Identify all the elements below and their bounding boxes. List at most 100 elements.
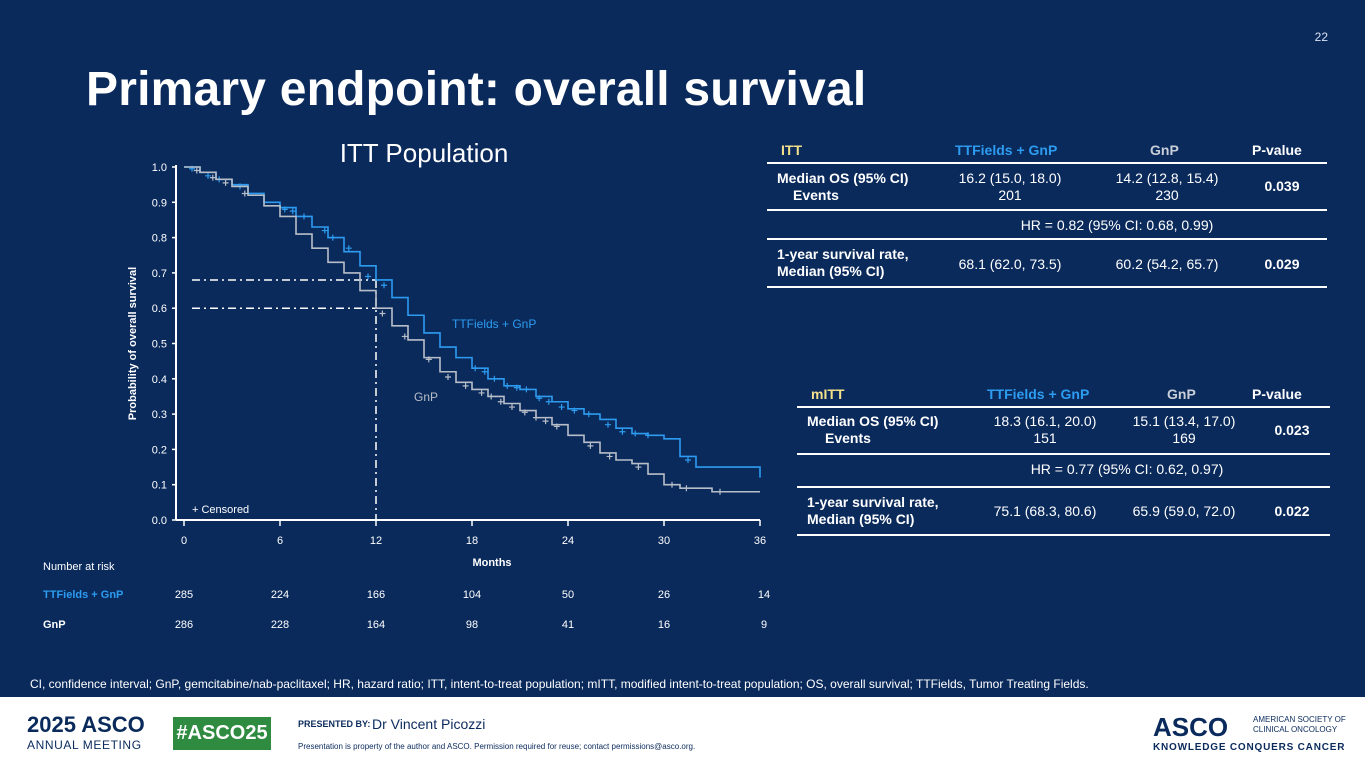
censor-mark bbox=[619, 428, 626, 435]
itt-header-ttf: TTFields + GnP bbox=[955, 142, 1058, 158]
slide-title: Primary endpoint: overall survival bbox=[86, 63, 867, 116]
mitt-median-gnp: 15.1 (13.4, 17.0) 169 bbox=[1119, 413, 1249, 447]
number-at-risk-value: 41 bbox=[562, 619, 574, 631]
mitt-table: mITT TTFields + GnP GnP P-value Median O… bbox=[797, 384, 1330, 539]
mitt-median-label-1: Median OS (95% CI) bbox=[807, 413, 939, 429]
series-label-gnp: GnP bbox=[414, 390, 438, 404]
x-tick-label: 18 bbox=[466, 535, 478, 547]
mitt-median-gnp-value: 15.1 (13.4, 17.0) bbox=[1132, 413, 1236, 429]
censor-mark bbox=[533, 414, 539, 421]
itt-median-ttf: 16.2 (15.0, 18.0) 201 bbox=[945, 170, 1075, 204]
km-curve-gnp bbox=[184, 166, 760, 493]
disclaimer: Presentation is property of the author a… bbox=[298, 742, 696, 751]
censor-mark bbox=[301, 213, 307, 220]
censor-mark bbox=[513, 384, 520, 391]
censor-mark bbox=[536, 395, 543, 402]
itt-hr: HR = 0.82 (95% CI: 0.68, 0.99) bbox=[1020, 217, 1214, 233]
itt-p-median: 0.039 bbox=[1264, 178, 1300, 194]
km-chart: ITT Population 0.0 0.1 0.2 0.3 0.4 0.5 0.6 0.7 0.… bbox=[43, 138, 770, 631]
censor-mark bbox=[462, 382, 469, 389]
hashtag-badge: #ASCO25 bbox=[173, 717, 271, 750]
y-tick-label: 0.6 bbox=[152, 303, 167, 315]
censor-mark bbox=[281, 206, 288, 213]
censor-mark bbox=[205, 172, 211, 179]
asco-meeting-logo: 2025 ASCO ANNUAL MEETING bbox=[27, 712, 145, 752]
censor-mark bbox=[222, 179, 229, 186]
x-tick-label: 36 bbox=[754, 535, 766, 547]
mitt-median-label: Median OS (95% CI) Events bbox=[807, 413, 938, 447]
censor-mark bbox=[365, 273, 371, 280]
itt-surv-label: 1-year survival rate, Median (95% CI) bbox=[777, 246, 909, 280]
itt-median-label: Median OS (95% CI) Events bbox=[777, 170, 908, 204]
mitt-header-pvalue: P-value bbox=[1252, 386, 1302, 402]
censor-mark bbox=[523, 386, 530, 393]
number-at-risk-value: 286 bbox=[175, 619, 193, 631]
censor-mark bbox=[553, 423, 560, 430]
km-curve-ttfields-gnp bbox=[184, 166, 761, 478]
censor-mark bbox=[401, 333, 408, 340]
mitt-header-gnp: GnP bbox=[1167, 386, 1196, 402]
censor-mark bbox=[545, 398, 552, 405]
censor-mark bbox=[241, 190, 248, 197]
censor-mark bbox=[685, 456, 691, 463]
censor-mark bbox=[521, 409, 528, 416]
presented-by-label: PRESENTED BY: bbox=[298, 719, 371, 729]
asco-wordmark: ASCO bbox=[1153, 712, 1229, 742]
itt-surv-ttf: 68.1 (62.0, 73.5) bbox=[958, 256, 1062, 272]
x-tick-label: 12 bbox=[370, 535, 382, 547]
censor-mark bbox=[669, 481, 675, 488]
mitt-surv-ttf: 75.1 (68.3, 80.6) bbox=[993, 503, 1097, 519]
itt-table: ITT TTFields + GnP GnP P-value Median OS… bbox=[767, 140, 1327, 290]
censor-mark bbox=[587, 442, 594, 449]
censor-mark bbox=[481, 368, 488, 375]
censored-legend: + Censored bbox=[192, 504, 249, 516]
mitt-p-median: 0.023 bbox=[1274, 422, 1310, 438]
y-tick-label: 1.0 bbox=[152, 162, 167, 174]
mitt-surv-label-1: 1-year survival rate, bbox=[807, 494, 939, 510]
censor-mark bbox=[488, 393, 495, 400]
number-at-risk-value: 285 bbox=[175, 589, 193, 601]
mitt-surv-label-2: Median (95% CI) bbox=[807, 511, 915, 527]
y-axis-label: Probability of overall survival bbox=[127, 267, 139, 420]
mitt-median-ttf-value: 18.3 (16.1, 20.0) bbox=[993, 413, 1097, 429]
slide: 22 Primary endpoint: overall survival IT… bbox=[0, 0, 1365, 697]
censor-mark bbox=[605, 421, 611, 428]
y-tick-label: 0.5 bbox=[152, 339, 167, 351]
itt-median-ttf-value: 16.2 (15.0, 18.0) bbox=[958, 170, 1062, 186]
mitt-rule-2 bbox=[797, 453, 1330, 455]
censor-mark bbox=[478, 389, 485, 396]
censor-mark bbox=[193, 167, 200, 174]
mitt-rule-3 bbox=[797, 486, 1330, 488]
number-at-risk-value: 16 bbox=[658, 619, 670, 631]
itt-header-gnp: GnP bbox=[1150, 142, 1179, 158]
mitt-surv-gnp: 65.9 (59.0, 72.0) bbox=[1132, 503, 1236, 519]
y-tick-label: 0.9 bbox=[152, 197, 167, 209]
itt-median-gnp: 14.2 (12.8, 15.4) 230 bbox=[1102, 170, 1232, 204]
mitt-header-ttf: TTFields + GnP bbox=[987, 386, 1090, 402]
itt-rule-3 bbox=[767, 238, 1327, 240]
itt-header-pvalue: P-value bbox=[1252, 142, 1302, 158]
itt-events-gnp: 230 bbox=[1155, 187, 1179, 203]
asco-logo: ASCO AMERICAN SOCIETY OF CLINICAL ONCOLO… bbox=[1153, 712, 1346, 753]
censor-mark bbox=[585, 411, 592, 418]
censor-mark bbox=[635, 464, 642, 471]
itt-rule-4 bbox=[767, 286, 1327, 288]
censor-mark bbox=[497, 398, 504, 405]
y-tick-label: 0.4 bbox=[152, 374, 167, 386]
number-at-risk-label-ttfields-gnp: TTFields + GnP bbox=[43, 589, 123, 601]
censor-mark bbox=[606, 453, 613, 460]
number-at-risk-value: 104 bbox=[463, 589, 481, 601]
chart-title: ITT Population bbox=[340, 138, 509, 168]
censor-mark bbox=[504, 382, 511, 389]
censor-mark bbox=[509, 404, 515, 411]
mitt-header-label: mITT bbox=[811, 386, 845, 402]
y-tick-label: 0.3 bbox=[152, 409, 167, 421]
mitt-surv-label: 1-year survival rate, Median (95% CI) bbox=[807, 494, 939, 528]
meeting-year: 2025 ASCO bbox=[27, 712, 145, 737]
itt-median-label-1: Median OS (95% CI) bbox=[777, 170, 909, 186]
slide-number: 22 bbox=[1314, 30, 1328, 44]
censor-mark bbox=[542, 418, 549, 425]
itt-rule-2 bbox=[767, 209, 1327, 211]
presenter-name: Dr Vincent Picozzi bbox=[372, 716, 486, 732]
itt-header-label: ITT bbox=[781, 142, 802, 158]
